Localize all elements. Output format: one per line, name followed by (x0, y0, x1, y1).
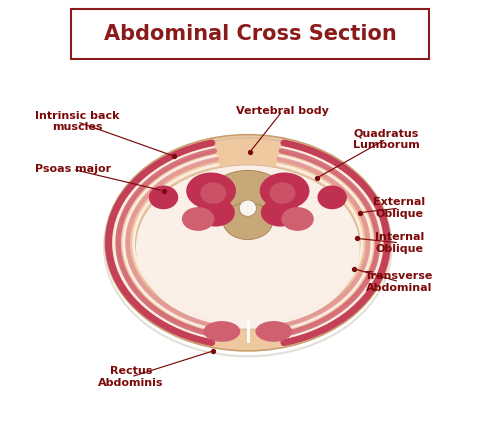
Text: Rectus
Abdominis: Rectus Abdominis (98, 366, 164, 388)
Ellipse shape (282, 207, 314, 231)
Ellipse shape (186, 173, 236, 209)
Ellipse shape (261, 198, 300, 226)
Ellipse shape (264, 201, 288, 220)
Text: Transverse
Abdominal: Transverse Abdominal (365, 271, 434, 293)
Ellipse shape (256, 321, 292, 342)
Ellipse shape (208, 201, 232, 220)
Text: Internal
Oblique: Internal Oblique (374, 232, 424, 254)
Ellipse shape (105, 134, 391, 351)
Text: Intrinsic back
muscles: Intrinsic back muscles (35, 111, 119, 133)
Ellipse shape (270, 182, 295, 204)
FancyBboxPatch shape (70, 9, 430, 59)
Ellipse shape (318, 185, 347, 209)
Ellipse shape (239, 200, 256, 216)
Text: Psoas major: Psoas major (34, 164, 111, 174)
Ellipse shape (182, 207, 214, 231)
Ellipse shape (200, 182, 226, 204)
Text: Quadratus
Lumborum: Quadratus Lumborum (353, 128, 420, 150)
Text: Vertebral body: Vertebral body (236, 106, 329, 116)
Ellipse shape (210, 170, 286, 220)
Text: External
Oblique: External Oblique (373, 198, 426, 219)
Ellipse shape (196, 198, 235, 226)
Ellipse shape (136, 165, 360, 329)
Text: Abdominal Cross Section: Abdominal Cross Section (104, 25, 397, 44)
Ellipse shape (204, 321, 240, 342)
Ellipse shape (149, 185, 178, 209)
Ellipse shape (223, 203, 272, 240)
Ellipse shape (260, 173, 310, 209)
